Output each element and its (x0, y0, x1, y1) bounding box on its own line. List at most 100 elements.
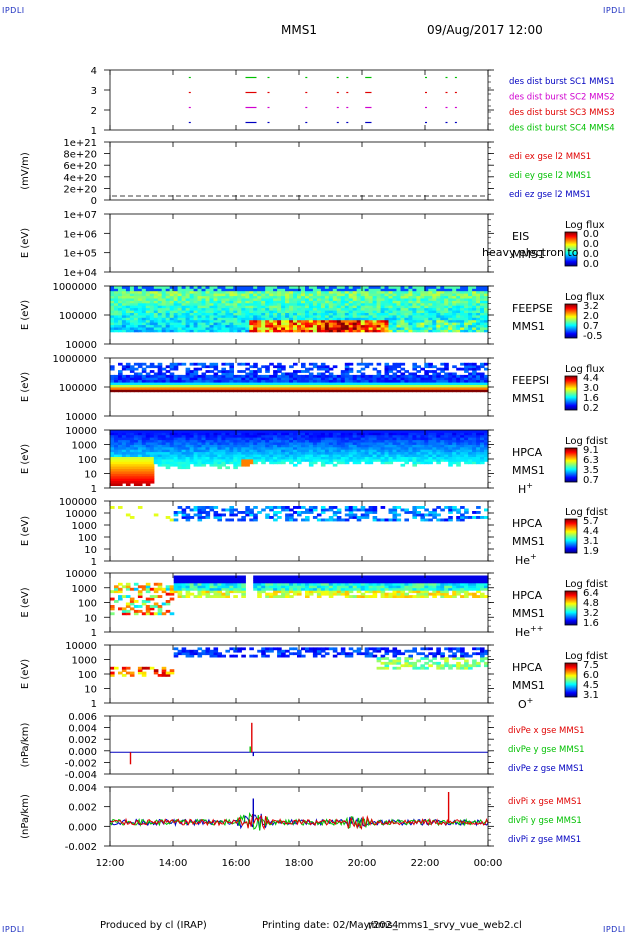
spectrogram-cell (118, 382, 123, 385)
spectrogram-cell (121, 478, 127, 482)
spectrogram-cell (285, 307, 290, 311)
spectrogram-cell (432, 511, 437, 514)
spectrogram-cell (404, 434, 409, 438)
spectrogram-cell (484, 379, 489, 383)
spectrogram-cell (257, 444, 262, 448)
spectrogram-cell (340, 305, 346, 309)
spectrogram-cell (145, 451, 151, 455)
spectrogram-cell (237, 454, 242, 457)
spectrogram-cell (444, 389, 449, 393)
spectrogram-cell (185, 317, 191, 321)
spectrogram-cell (233, 307, 238, 311)
spectrogram-cell (324, 387, 330, 390)
spectrogram-cell (265, 437, 270, 441)
spectrogram-cell (440, 310, 445, 313)
spectrogram-cell (265, 432, 270, 436)
spectrogram-cell (173, 298, 179, 301)
spectrogram-cell (197, 300, 203, 304)
spectrogram-cell (348, 324, 354, 328)
spectrogram-cell (237, 511, 242, 514)
spectrogram-cell (380, 456, 386, 460)
spectrogram-cell (197, 506, 203, 509)
spectrogram-cell (301, 298, 306, 301)
spectrogram-cell (356, 295, 362, 299)
spectrogram-cell (344, 508, 350, 512)
spectrogram-cell (153, 377, 159, 381)
spectrogram-cell (392, 379, 398, 383)
spectrogram-cell (436, 317, 441, 321)
spectrogram-cell (384, 312, 390, 316)
spectrogram-cell (177, 459, 183, 462)
spectrogram-cell (384, 298, 390, 301)
spectrogram-cell (265, 387, 270, 390)
spectrogram-cell (157, 442, 163, 445)
spectrogram-cell (173, 319, 179, 323)
spectrogram-cell (245, 442, 250, 445)
spectrogram-cell (205, 379, 211, 383)
spectrogram-cell (114, 454, 119, 457)
spectrogram-cell (157, 322, 163, 326)
spectrogram-cell (205, 592, 211, 596)
spectrogram-cell (257, 300, 262, 304)
spectrogram-cell (312, 446, 318, 450)
spectrogram-cell (249, 439, 254, 443)
spectrogram-cell (161, 374, 167, 378)
spectrogram-cell (484, 430, 489, 433)
spectrogram-cell (305, 374, 310, 378)
spectrogram-cell (261, 389, 266, 393)
spectrogram-cell (392, 387, 398, 390)
spectrogram-cell (344, 430, 350, 433)
spectrogram-cell (456, 302, 461, 306)
spectrogram-cell (456, 317, 461, 321)
spectrogram-cell (436, 290, 441, 294)
spectrogram-cell (189, 580, 195, 584)
spectrogram-cell (241, 389, 246, 393)
spectrogram-cell (201, 379, 207, 383)
spectrogram-cell (412, 449, 417, 453)
y-tick-label: 4 (91, 66, 97, 77)
spectrogram-cell (372, 329, 378, 333)
spectrogram-cell (229, 434, 234, 438)
spectrogram-cell (221, 298, 226, 301)
spectrogram-cell (312, 315, 318, 318)
spectrogram-cell (141, 466, 147, 470)
spectrogram-cell (297, 295, 302, 299)
spectrogram-cell (281, 382, 286, 385)
spectrogram-cell (205, 317, 211, 321)
spectrogram-cell (118, 459, 123, 462)
spectrogram-cell (400, 437, 406, 441)
spectrogram-cell (352, 387, 358, 390)
spectrogram-cell (400, 430, 406, 433)
spectrogram-cell (189, 305, 195, 309)
spectrogram-cell (201, 374, 207, 378)
spectrogram-cell (420, 516, 425, 519)
spectrogram-cell (265, 319, 270, 323)
spectrogram-cell (476, 367, 481, 371)
spectrogram-cell (257, 449, 262, 453)
spectrogram-cell (476, 387, 481, 390)
spectrogram-cell (129, 434, 135, 438)
spectrogram-cell (149, 587, 155, 591)
spectrogram-cell (376, 389, 382, 393)
spectrogram-cell (253, 322, 258, 326)
spectrogram-cell (420, 506, 425, 509)
spectrogram-cell (153, 595, 159, 598)
spectrogram-cell (185, 585, 191, 589)
spectrogram-cell (125, 377, 131, 381)
spectrogram-cell (177, 382, 183, 385)
spectrogram-cell (114, 298, 119, 301)
spectrogram-cell (308, 329, 314, 333)
spectrogram-cell (328, 317, 334, 321)
spectrogram-cell (352, 382, 358, 385)
spectrogram-cell (217, 513, 222, 517)
spectrogram-cell (320, 319, 326, 323)
spectrogram-cell (205, 310, 211, 313)
spectrogram-cell (217, 302, 222, 306)
spectrogram-cell (157, 377, 163, 381)
spectrogram-cell (197, 585, 203, 589)
spectrogram-cell (356, 518, 362, 522)
spectrogram-cell (352, 322, 358, 326)
spectrogram-cell (253, 518, 258, 522)
spacecraft-label: MMS1 (512, 392, 545, 405)
spectrogram-cell (241, 442, 246, 445)
